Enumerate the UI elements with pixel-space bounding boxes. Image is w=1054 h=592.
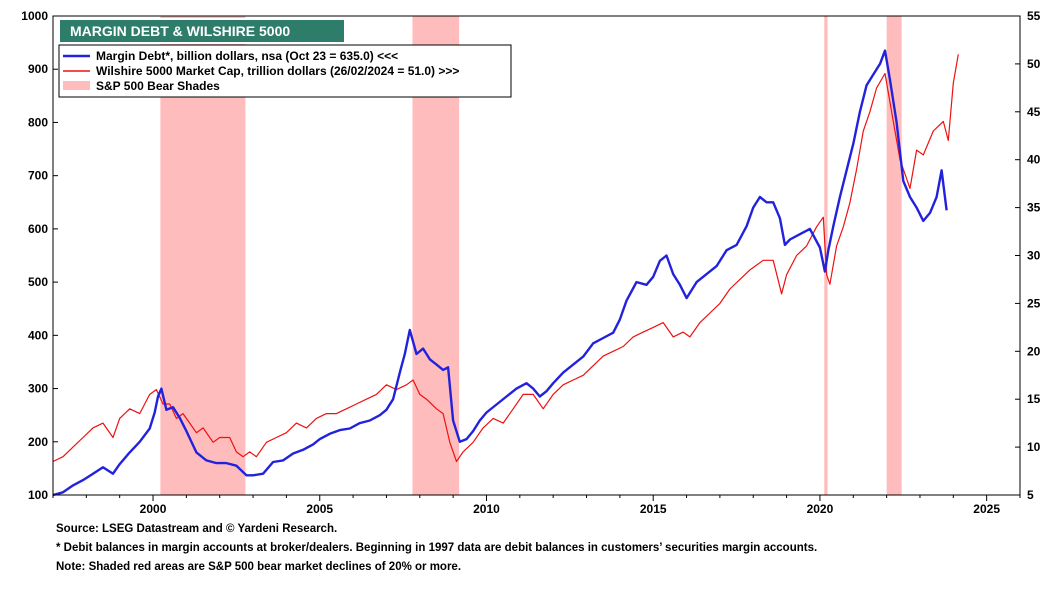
x-tick-label: 2000 — [140, 502, 167, 515]
left-tick-label: 900 — [28, 62, 48, 76]
legend-box — [58, 44, 512, 98]
left-tick-label: 200 — [28, 435, 48, 449]
left-axis: 100 200 300 400 500 600 700 800 900 1000 — [21, 9, 58, 502]
series-lines — [52, 49, 959, 497]
legend-margin-label: Margin Debt*, billion dollars, nsa (Oct … — [96, 49, 398, 63]
right-tick-label: 50 — [1027, 57, 1041, 71]
right-tick-label: 35 — [1027, 201, 1041, 215]
x-tick-label: 2020 — [807, 502, 834, 515]
footnote: * Debit balances in margin accounts at b… — [56, 542, 818, 554]
shade-note: Note: Shaded red areas are S&P 500 bear … — [56, 561, 462, 573]
right-tick-label: 30 — [1027, 249, 1041, 263]
left-tick-label: 300 — [28, 382, 48, 396]
left-tick-label: 600 — [28, 222, 48, 236]
legend-bear-label: S&P 500 Bear Shades — [96, 79, 220, 93]
x-tick-label: 2015 — [640, 502, 667, 515]
title-background — [58, 18, 346, 44]
bear-shade-3 — [886, 16, 902, 495]
left-tick-label: 500 — [28, 275, 48, 289]
left-tick-label: 400 — [28, 328, 48, 342]
right-tick-label: 20 — [1027, 344, 1041, 358]
x-tick-label: 2010 — [473, 502, 500, 515]
title-box: MARGIN DEBT & WILSHIRE 5000 — [58, 18, 346, 44]
right-tick-label: 15 — [1027, 392, 1041, 406]
left-tick-label: 1000 — [21, 9, 48, 23]
chart-title: MARGIN DEBT & WILSHIRE 5000 — [70, 23, 290, 39]
left-tick-label: 800 — [28, 115, 48, 129]
x-tick-label: 2025 — [973, 502, 1000, 515]
wilshire-line — [52, 54, 959, 463]
right-tick-label: 25 — [1027, 296, 1041, 310]
right-tick-label: 40 — [1027, 153, 1041, 167]
right-tick-label: 5 — [1027, 488, 1034, 502]
left-tick-label: 100 — [28, 488, 48, 502]
margin-debt-line — [52, 49, 948, 497]
right-tick-label: 55 — [1027, 9, 1041, 23]
source-note: Source: LSEG Datastream and © Yardeni Re… — [56, 523, 338, 535]
chart-notes: Source: LSEG Datastream and © Yardeni Re… — [56, 520, 817, 577]
right-axis: 5 10 15 20 25 30 35 40 45 50 55 — [1015, 9, 1041, 502]
x-tick-label: 2005 — [306, 502, 333, 515]
left-tick-label: 700 — [28, 169, 48, 183]
legend: Margin Debt*, billion dollars, nsa (Oct … — [58, 44, 512, 98]
right-tick-label: 10 — [1027, 440, 1041, 454]
right-tick-label: 45 — [1027, 105, 1041, 119]
legend-wilshire-label: Wilshire 5000 Market Cap, trillion dolla… — [96, 64, 459, 78]
legend-bear-swatch — [63, 81, 90, 90]
x-axis: 2000 2005 2010 2015 2020 2025 — [52, 495, 1021, 515]
